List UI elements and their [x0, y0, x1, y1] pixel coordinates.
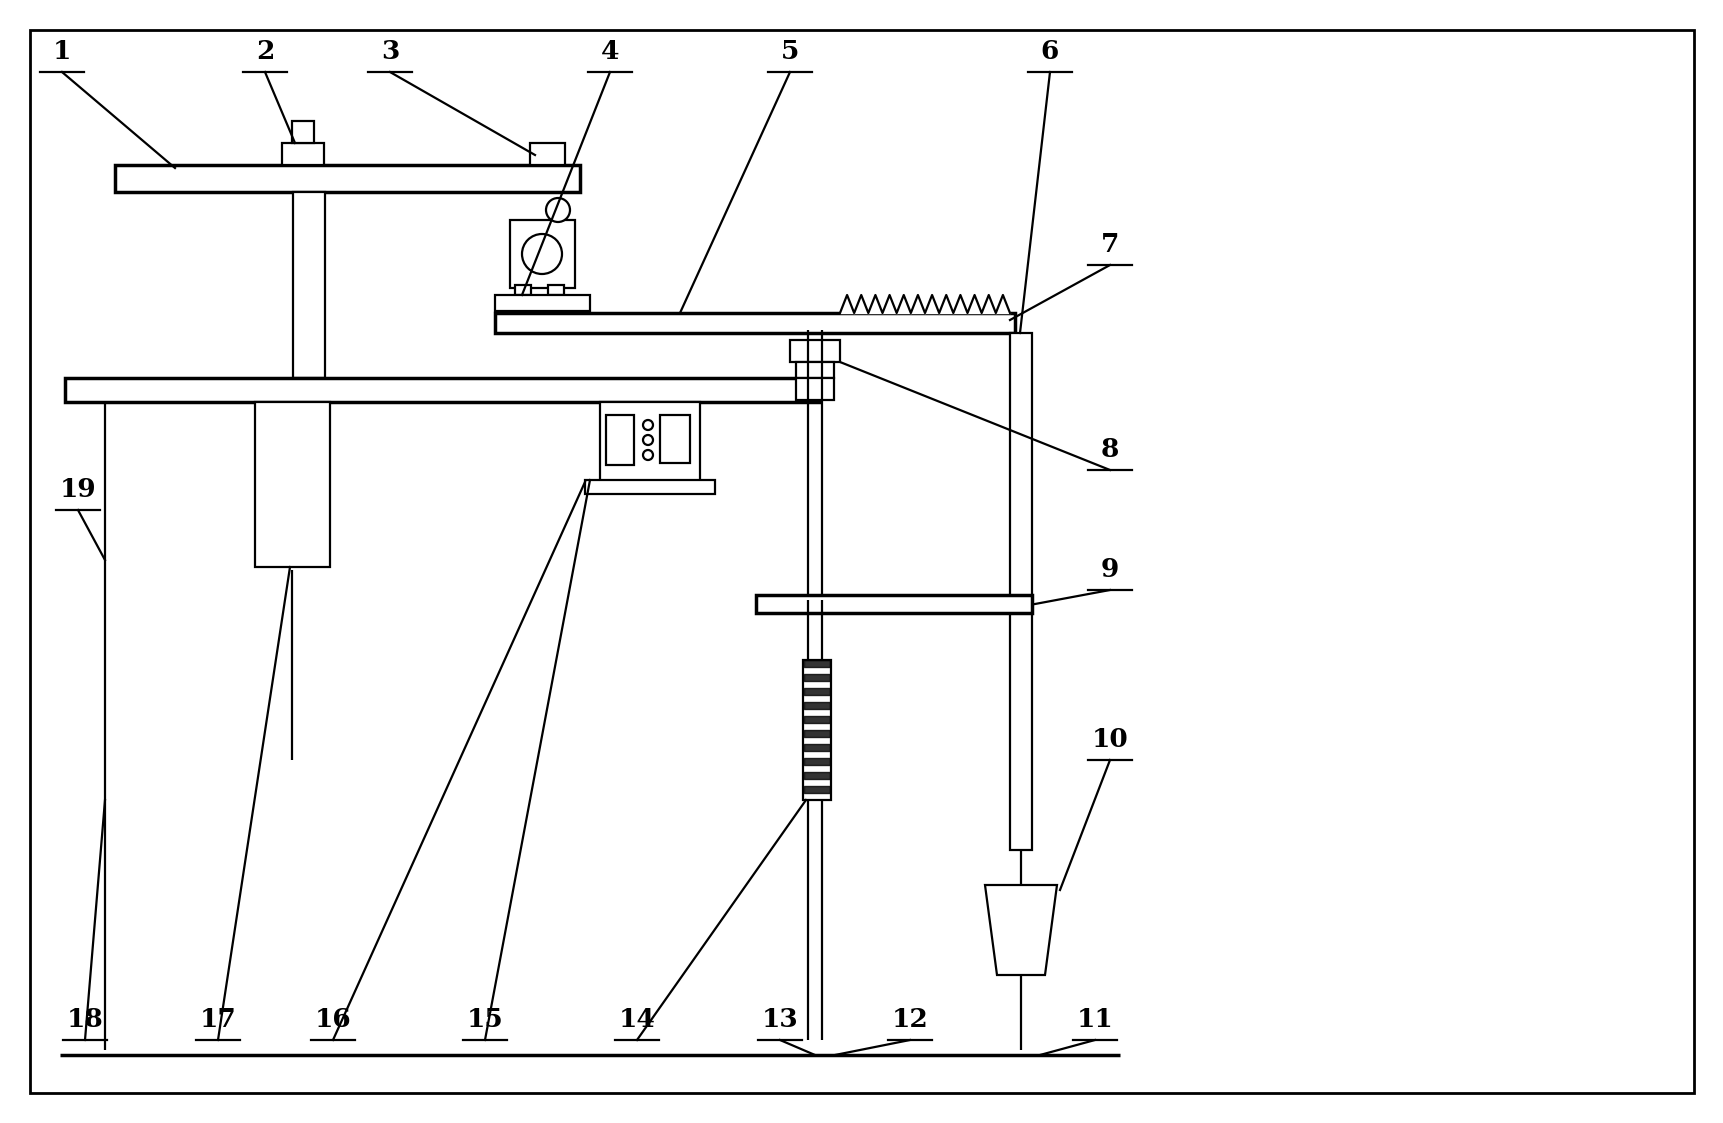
- Text: 5: 5: [781, 39, 799, 64]
- Bar: [283, 143, 324, 165]
- Text: 6: 6: [1041, 39, 1058, 64]
- Text: 7: 7: [1101, 232, 1118, 257]
- Bar: [756, 595, 1032, 613]
- Text: 13: 13: [762, 1007, 798, 1032]
- Text: 10: 10: [1091, 727, 1129, 752]
- Text: 3: 3: [381, 39, 400, 64]
- Polygon shape: [984, 885, 1056, 975]
- Bar: [584, 480, 715, 494]
- Text: 9: 9: [1101, 557, 1118, 582]
- Text: 1: 1: [53, 39, 71, 64]
- Text: 4: 4: [600, 39, 619, 64]
- Text: 11: 11: [1075, 1007, 1113, 1032]
- Bar: [600, 402, 700, 482]
- Bar: [515, 285, 531, 295]
- Text: 18: 18: [67, 1007, 103, 1032]
- Bar: [660, 416, 689, 463]
- Text: 12: 12: [891, 1007, 929, 1032]
- Bar: [803, 660, 830, 800]
- Bar: [291, 121, 314, 143]
- Bar: [65, 378, 820, 402]
- Bar: [1010, 334, 1032, 850]
- Circle shape: [546, 198, 570, 222]
- Circle shape: [522, 234, 562, 274]
- Bar: [293, 192, 326, 378]
- Text: 17: 17: [200, 1007, 236, 1032]
- Text: 2: 2: [255, 39, 274, 64]
- Text: 19: 19: [60, 477, 96, 502]
- Bar: [255, 402, 329, 567]
- Bar: [495, 313, 1015, 334]
- Bar: [796, 362, 834, 378]
- Bar: [789, 340, 839, 362]
- Bar: [115, 165, 579, 192]
- Circle shape: [643, 435, 653, 445]
- Bar: [796, 378, 834, 400]
- Text: 15: 15: [467, 1007, 503, 1032]
- Bar: [495, 295, 589, 311]
- Bar: [510, 220, 575, 287]
- Bar: [548, 285, 563, 295]
- Bar: [529, 143, 565, 165]
- Circle shape: [643, 450, 653, 460]
- Text: 14: 14: [619, 1007, 655, 1032]
- Text: 16: 16: [315, 1007, 351, 1032]
- Circle shape: [643, 420, 653, 430]
- Bar: [606, 416, 634, 465]
- Text: 8: 8: [1101, 437, 1118, 462]
